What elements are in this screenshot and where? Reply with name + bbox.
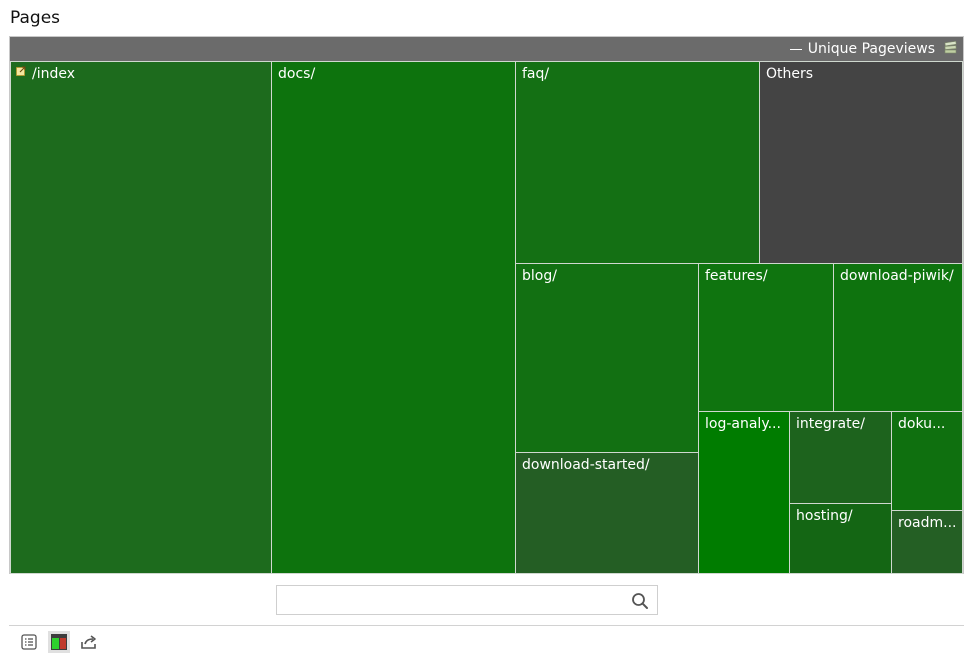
search-box [276,585,658,615]
treemap-tile-download-started[interactable]: download-started/ [515,452,699,574]
tile-label: faq/ [522,66,550,82]
treemap-tile-features[interactable]: features/ [698,263,834,412]
external-link-icon[interactable] [16,66,26,76]
metric-stack-icon[interactable] [943,40,959,56]
treemap-tile-blog[interactable]: blog/ [515,263,699,453]
treemap-view-icon[interactable] [48,631,70,653]
treemap-tile-others[interactable]: Others [759,61,963,264]
table-view-icon[interactable] [18,631,40,653]
tile-label: roadm... [898,515,957,531]
tile-label: features/ [705,268,768,284]
tile-label: integrate/ [796,416,865,432]
tile-label: docs/ [278,66,316,82]
tile-label: download-piwik/ [840,268,954,284]
treemap-tile-roadmap[interactable]: roadm... [891,510,963,574]
treemap-tile-docs[interactable]: docs/ [271,61,516,574]
treemap-tile-doku[interactable]: doku... [891,411,963,511]
tile-label: download-started/ [522,457,650,473]
search-icon[interactable] [631,592,649,610]
export-icon[interactable] [78,631,100,653]
widget-title: Pages [10,8,61,28]
treemap: Unique Pageviews /index docs/ faq/ Other… [9,36,964,574]
metric-dash-icon [789,49,802,50]
tile-label: /index [32,66,76,82]
tile-label: hosting/ [796,508,853,524]
treemap-tile-integrate[interactable]: integrate/ [789,411,892,504]
treemap-header: Unique Pageviews [10,37,963,61]
metric-selector[interactable]: Unique Pageviews [789,41,935,57]
treemap-tile-faq[interactable]: faq/ [515,61,760,264]
treemap-tile-hosting[interactable]: hosting/ [789,503,892,574]
metric-label: Unique Pageviews [807,41,935,57]
visualization-toolbar [18,631,100,653]
treemap-tile-log-analytics[interactable]: log-analy... [698,411,790,574]
tile-label: blog/ [522,268,557,284]
tile-label: doku... [898,416,946,432]
treemap-tile-index[interactable]: /index [10,61,272,574]
footer-divider [9,625,964,626]
treemap-tile-download-piwik[interactable]: download-piwik/ [833,263,963,412]
search-input[interactable] [277,586,617,614]
tile-label: log-analy... [705,416,781,432]
tile-label: Others [766,66,814,82]
